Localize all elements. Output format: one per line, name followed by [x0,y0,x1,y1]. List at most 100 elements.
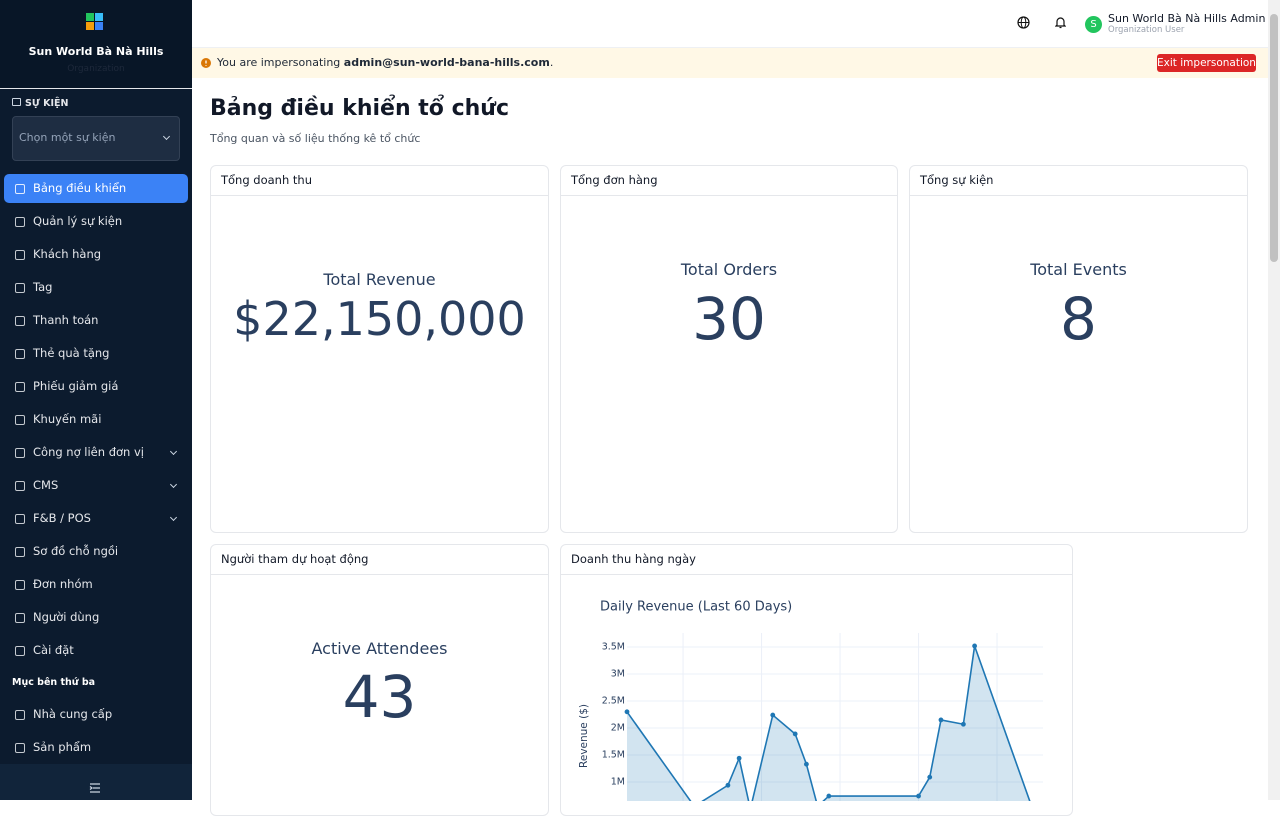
menu-label: Quản lý sự kiện [33,214,123,228]
menu-icon [15,646,25,656]
chevron [169,513,178,522]
exit-impersonation-button[interactable]: Exit impersonation [1157,54,1256,72]
language-icon[interactable] [1017,16,1030,29]
stat-label: Total Orders [680,260,778,279]
point [960,721,966,727]
stat-value: 43 [342,663,417,732]
scrollbar[interactable] [1268,0,1280,800]
menu-item[interactable]: Người dùng [4,603,188,632]
y-tick-label: 1.5M [602,750,625,761]
revenue-card-header: Doanh thu hàng ngày [561,545,1072,575]
point [770,712,776,718]
menu-label: Cài đặt [33,643,74,657]
menu-label: Khách hàng [33,247,102,261]
stat-value: 8 [1060,285,1097,354]
menu-icon [15,283,25,293]
stat-label: Total Events [1030,260,1127,279]
avatar[interactable]: S [1085,16,1102,33]
menu-item[interactable]: Khách hàng [4,240,188,269]
impersonation-banner: You are impersonating admin@sun-world-ba… [192,48,1268,78]
banner-text: You are impersonating admin@sun-world-ba… [217,56,553,69]
point [725,782,731,788]
user-name: Sun World Bà Nà Hills Admin [1108,12,1266,25]
menu-label: Công nợ liên đơn vị [33,445,144,459]
menu-icon [15,349,25,359]
point [927,774,933,780]
banner-text-after: . [549,56,554,69]
menu-item[interactable]: Thanh toán [4,306,188,335]
menu-item[interactable]: Phiếu giảm giá [4,372,188,401]
menu-icon [15,547,25,557]
menu-item[interactable]: CMS [4,471,188,500]
topbar: S Sun World Bà Nà Hills Admin Organizati… [192,0,1268,48]
event-select[interactable]: Chọn một sự kiện [12,116,180,161]
chart: Daily Revenue (Last 60 Days) Revenue ($)… [578,600,1043,801]
point [736,755,742,761]
y-tick-label: 2.5M [602,696,625,707]
org-role: Organization [67,64,125,74]
chevron [169,480,178,489]
menu-icon [15,184,25,194]
menu-label: Sơ đồ chỗ ngồi [33,544,119,558]
point [624,709,630,715]
menu-icon [15,710,25,720]
point [972,643,978,649]
notification-icon[interactable] [1055,16,1066,29]
stat-card: Tổng doanh thu Total Revenue $22,150,000 [210,165,549,533]
chevron [169,447,178,456]
menu-label: Người dùng [33,610,100,624]
menu-label: Phiếu giảm giá [33,379,119,393]
area-fill [627,645,1030,801]
banner-email: admin@sun-world-bana-hills.com [343,56,550,69]
y-tick-label: 3.5M [602,642,625,653]
event-section-label: SỰ KIỆN [25,98,69,109]
menu-icon [15,448,25,458]
stat-card-header: Người tham dự hoạt động [211,545,548,575]
y-axis-label: Revenue ($) [578,704,590,768]
menu-item[interactable]: Sản phẩm [4,733,188,762]
stat-card: Người tham dự hoạt động Active Attendees 4… [210,544,549,816]
user-role: Organization User [1108,25,1185,35]
scrollbar-thumb[interactable] [1270,14,1278,262]
menu-item[interactable]: Bảng điều khiển [4,174,188,203]
menu-label: Thanh toán [33,313,99,327]
menu-label: CMS [33,478,59,492]
menu-item[interactable]: Khuyến mãi [4,405,188,434]
menu-label: Bảng điều khiển [33,181,127,195]
stat-label: Active Attendees [311,639,448,658]
menu-icon [15,743,25,753]
menu-icon [15,481,25,491]
menu-icon [15,382,25,392]
stat-card: Tổng sự kiện Total Events 8 [909,165,1248,533]
menu-item[interactable]: Sơ đồ chỗ ngồi [4,537,188,566]
menu-item[interactable]: Thẻ quà tặng [4,339,188,368]
menu-label: Nhà cung cấp [33,707,113,721]
warning-icon [201,58,211,68]
menu-item[interactable]: Quản lý sự kiện [4,207,188,236]
org-name: Sun World Bà Nà Hills [28,45,164,58]
point [916,793,921,799]
stat-value: 30 [692,285,766,354]
third-party-section: Mục bên thứ ba [12,677,96,688]
menu-item[interactable]: Tag [4,273,188,302]
stat-card-header: Tổng sự kiện [910,166,1247,196]
line [626,645,1031,801]
menu-label: Khuyến mãi [33,412,102,426]
chart-title: Daily Revenue (Last 60 Days) [600,600,792,615]
revenue-card: Doanh thu hàng ngày Daily Revenue (Last … [560,544,1073,816]
menu-label: Đơn nhóm [33,577,93,591]
collapse-bar[interactable] [0,764,192,800]
menu-item[interactable]: Công nợ liên đơn vị [4,438,188,467]
y-tick-label: 2M [611,723,625,734]
menu-item[interactable]: F&B / POS [4,504,188,533]
collapse-icon [89,783,100,793]
event-select-placeholder: Chọn một sự kiện [19,131,116,144]
menu-label: F&B / POS [33,511,91,525]
banner-text-before: You are impersonating [217,56,341,69]
menu-item[interactable]: Đơn nhóm [4,570,188,599]
menu-label: Thẻ quà tặng [33,346,110,360]
menu-item[interactable]: Cài đặt [4,636,188,665]
stat-card-header: Tổng doanh thu [211,166,548,196]
menu-item[interactable]: Nhà cung cấp [4,700,188,729]
